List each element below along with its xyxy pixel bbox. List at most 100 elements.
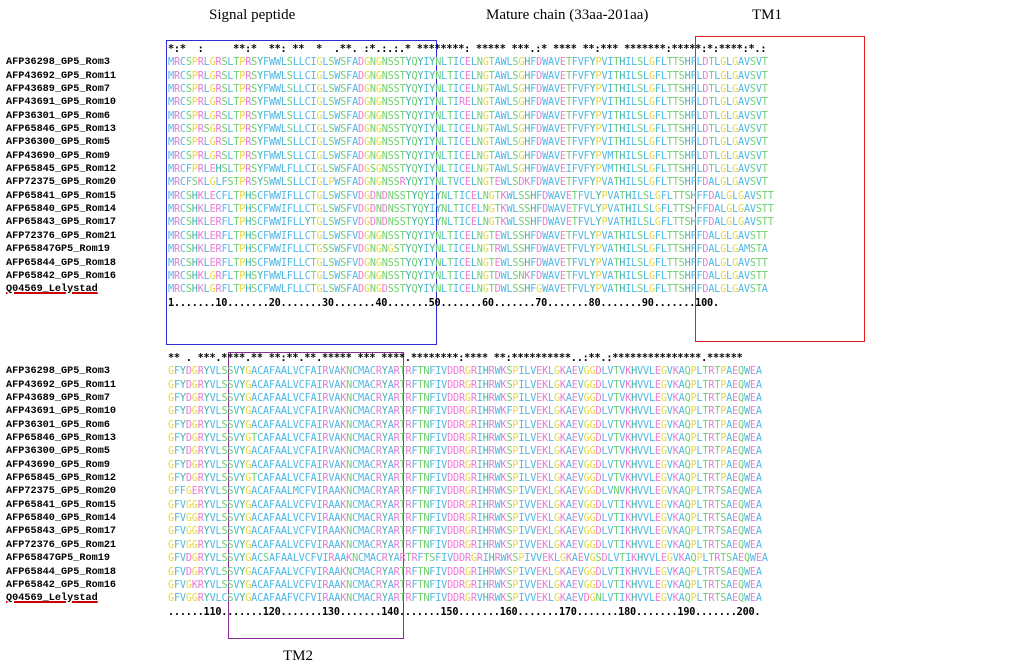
sequence-row: AFP65844_GP5_Rom18 MRCSHKLERFLTPHSCFWWIFL… bbox=[6, 257, 774, 270]
sequence-residues: MRCSPRLGRSLTPRSYFWWLSLLCIGLSWSFADGNGNSST… bbox=[168, 70, 768, 82]
sequence-row: AFP72376_GP5_Rom21 MRCSHKLERFLTPHSCFWWIFL… bbox=[6, 230, 774, 243]
sequence-name: AFP43689_GP5_Rom7 bbox=[6, 84, 110, 96]
sequence-name: AFP65847GP5_Rom19 bbox=[6, 553, 110, 565]
sequence-name: AFP65845_GP5_Rom12 bbox=[6, 164, 117, 176]
sequence-residues: GFYDGRYVLSSVYGACAFAALVCFAIRVAKNCMACRYART… bbox=[168, 366, 762, 378]
sequence-name: AFP43691_GP5_Rom10 bbox=[6, 406, 117, 418]
position-scale-row: ......110.......120.......130.......140.… bbox=[6, 606, 768, 619]
sequence-name: AFP65844_GP5_Rom18 bbox=[6, 257, 117, 269]
alignment-block-2: ** . ***.****.** **:**.**.***** *** ****… bbox=[6, 352, 768, 619]
sequence-row: AFP65841_GP5_Rom15 GFVGGRYVLSSVYGACAFAALV… bbox=[6, 499, 768, 512]
sequence-residues: MRCSPRLGRSLTPRSYFWWLSLLCIGLSWSFADGNGNSST… bbox=[168, 84, 768, 96]
sequence-residues: GFYDGRYVLSSVYGACAFAALVCFAIRVAKNCMACRYART… bbox=[168, 446, 762, 458]
sequence-row: AFP65842_GP5_Rom16 GFVGKRYVLSSVYGACAFAALV… bbox=[6, 579, 768, 592]
consensus-line: *:* : **:* **: ** * .**. :*.:.:.* ******… bbox=[168, 44, 767, 55]
sequence-residues: GFVGGRYVLSSVYGACAFAALVCFVIRAAKNCMACRYART… bbox=[168, 513, 762, 525]
sequence-residues: GFYDGRYVLSSVYGACAFAALVCFAIRVAKNCMACRYART… bbox=[168, 419, 762, 431]
sequence-residues: GFYDGRYVLSSVYGTCAFAALVCFAIRVAKNCMACRYART… bbox=[168, 433, 762, 445]
sequence-name: AFP65846_GP5_Rom13 bbox=[6, 124, 117, 136]
sequence-row: AFP72375_GP5_Rom20 MRCFSKLGLFSTPRSYSWWLSL… bbox=[6, 176, 774, 189]
sequence-name: AFP36300_GP5_Rom5 bbox=[6, 446, 110, 458]
tm1-box bbox=[695, 36, 865, 342]
sequence-name: AFP65843_GP5_Rom17 bbox=[6, 526, 117, 538]
sequence-residues: MRCSPRLGRSLTPRSYFWWLSLLCIGLSWSFADGNGNSST… bbox=[168, 57, 768, 69]
sequence-name: AFP43692_GP5_Rom11 bbox=[6, 379, 117, 391]
sequence-residues: MRCSPRLGRSLTPRSYFWWLSLLCIGLSWSFADGNGNSST… bbox=[168, 150, 768, 162]
sequence-row: AFP65841_GP5_Rom15 MRCSHKLECFLTPHSCFWWIFL… bbox=[6, 190, 774, 203]
sequence-residues: GFYDGRYVLSSVYGACAFAALVCFAIRVAKNCMACRYART… bbox=[168, 459, 762, 471]
sequence-residues: MRCSHKLECFLTPHSCFWWIFLLCTGLSWSFVDGDNDNSS… bbox=[168, 190, 774, 202]
signal-peptide-box bbox=[166, 40, 437, 345]
sequence-name: AFP65847GP5_Rom19 bbox=[6, 244, 110, 256]
sequence-name: AFP65844_GP5_Rom18 bbox=[6, 566, 117, 578]
sequence-residues: MRCFPRLEHSLTPRSYFWWLFLLCIGLSWSFADGSGNSST… bbox=[168, 164, 768, 176]
sequence-name: AFP65842_GP5_Rom16 bbox=[6, 579, 117, 591]
sequence-residues: GFVGGRYVLSSVYGACAFAALVCFVIRAAKNCMACRYART… bbox=[168, 499, 762, 511]
sequence-name: AFP65843_GP5_Rom17 bbox=[6, 217, 117, 229]
sequence-residues: MRCFSKLGLFSTPRSYSWWLSLLCIGLPWSFADGNGNSSR… bbox=[168, 177, 768, 189]
sequence-residues: GFYDGRYVLSSVYGACAFAALVCFAIRVAKNCMACRYART… bbox=[168, 406, 762, 418]
sequence-residues: MRCSHKLERFLTPHSCFWWIFLLCTGLSWSFVDGNGNSST… bbox=[168, 230, 768, 242]
sequence-residues: MRCSHKLGRFLTPHSYFWWLFLLCTGLSWSFADGNGNSST… bbox=[168, 270, 768, 282]
sequence-residues: GFVGKRYVLSSVYGACAFAALVCFVIRAAKNCMACRYART… bbox=[168, 579, 762, 591]
sequence-name: Q04569_Lelystad bbox=[6, 284, 98, 296]
sequence-row: Q04569_Lelystad MRCSHKLGRFLTPHSCFWWLFLLCT… bbox=[6, 283, 774, 296]
sequence-row: AFP43692_GP5_Rom11 MRCSPRLGRSLTPRSYFWWLSL… bbox=[6, 70, 774, 83]
sequence-residues: MRCSHKLERFLTPHSCFWWIFLLCTGSSWSFVDGNGNGST… bbox=[168, 244, 768, 256]
alignment-block-1: *:* : **:* **: ** * .**. :*.:.:.* ******… bbox=[6, 43, 774, 310]
tm1-label: TM1 bbox=[752, 7, 782, 23]
sequence-row: Q04569_Lelystad GFVGGRYVLCSVYGACAFAAFVCFV… bbox=[6, 592, 768, 605]
sequence-row: AFP65840_GP5_Rom14 GFVGGRYVLSSVYGACAFAALV… bbox=[6, 512, 768, 525]
sequence-residues: MRCSPRLGRSLTPRSYFWWLSLLCIGLSWSFADGNGNSST… bbox=[168, 97, 768, 109]
sequence-row: AFP36300_GP5_Rom5 MRCSPRLGRSLTPRSYFWWLSLL… bbox=[6, 136, 774, 149]
sequence-row: AFP65845_GP5_Rom12 GFYDGRYVLSSVYGTCAFAALV… bbox=[6, 472, 768, 485]
sequence-row: AFP36298_GP5_Rom3 GFYDGRYVLSSVYGACAFAALVC… bbox=[6, 365, 768, 378]
position-scale: 1.......10.......20.......30.......40...… bbox=[168, 297, 719, 309]
sequence-name: AFP43691_GP5_Rom10 bbox=[6, 97, 117, 109]
sequence-row: AFP65846_GP5_Rom13 GFYDGRYVLSSVYGTCAFAALV… bbox=[6, 432, 768, 445]
sequence-residues: MRCSHKLGRFLTPHSCFWWLFLLCTGLSWSFADGNGDSST… bbox=[168, 284, 768, 296]
consensus-line: ** . ***.****.** **:**.**.***** *** ****… bbox=[168, 353, 743, 364]
sequence-residues: MRCSPRLGRSLTPRSYFWWLSLLCIGLSWSFADGNGNSST… bbox=[168, 110, 768, 122]
sequence-name: AFP72375_GP5_Rom20 bbox=[6, 486, 117, 498]
sequence-residues: MRCSHKLERFLTPHSCFWWIFLLCTGLSWSFVDGNGNSST… bbox=[168, 257, 768, 269]
sequence-name: AFP36301_GP5_Rom6 bbox=[6, 419, 110, 431]
sequence-row: AFP65843_GP5_Rom17 MRCSHKLERFLTPHSCFWWIFL… bbox=[6, 216, 774, 229]
sequence-residues: GFVGGRYVLSSVYGACAFAALVCFVIRAAKNCMACRYART… bbox=[168, 526, 762, 538]
sequence-row: AFP65843_GP5_Rom17 GFVGGRYVLSSVYGACAFAALV… bbox=[6, 525, 768, 538]
sequence-name: AFP43689_GP5_Rom7 bbox=[6, 393, 110, 405]
sequence-row: AFP36298_GP5_Rom3 MRCSPRLGRSLTPRSYFWWLSLL… bbox=[6, 56, 774, 69]
sequence-name: AFP72376_GP5_Rom21 bbox=[6, 230, 117, 242]
tm2-box bbox=[228, 352, 404, 639]
sequence-residues: MRCSHKLERFLTPHSCFWWIFLLYTGLSWSFVDGDNDNSS… bbox=[168, 217, 774, 229]
sequence-row: AFP72376_GP5_Rom21 GFVGGRYVLSSVYGACAFAALV… bbox=[6, 539, 768, 552]
sequence-residues: MRCSPRSGRSLTPRSYFWWLSLLCIGLSWSFADGNGNSST… bbox=[168, 124, 768, 136]
sequence-row: AFP65845_GP5_Rom12 MRCFPRLEHSLTPRSYFWWLFL… bbox=[6, 163, 774, 176]
sequence-row: AFP65840_GP5_Rom14 MRCSHKLERFLTPHSCFWWIFL… bbox=[6, 203, 774, 216]
sequence-name: Q04569_Lelystad bbox=[6, 593, 98, 605]
sequence-row: AFP65846_GP5_Rom13 MRCSPRSGRSLTPRSYFWWLSL… bbox=[6, 123, 774, 136]
sequence-name: AFP43690_GP5_Rom9 bbox=[6, 150, 110, 162]
sequence-name: AFP36298_GP5_Rom3 bbox=[6, 57, 110, 69]
sequence-row: AFP43690_GP5_Rom9 MRCSPRLGRSLTPRSYFWWLSLL… bbox=[6, 150, 774, 163]
sequence-residues: GFYDGRYVLSSVYGACAFAALVCFAIRVAKNCMACRYART… bbox=[168, 393, 762, 405]
sequence-row: AFP36301_GP5_Rom6 MRCSPRLGRSLTPRSYFWWLSLL… bbox=[6, 110, 774, 123]
sequence-name: AFP72375_GP5_Rom20 bbox=[6, 177, 117, 189]
sequence-residues: GFFGERYVLSSVYGACAFAALMCFVIRAAKNCMACRYART… bbox=[168, 486, 762, 498]
sequence-name: AFP65840_GP5_Rom14 bbox=[6, 513, 117, 525]
sequence-name: AFP43690_GP5_Rom9 bbox=[6, 459, 110, 471]
sequence-row: AFP43692_GP5_Rom11 GFYDGRYVLSSVYGACAFAALV… bbox=[6, 379, 768, 392]
sequence-residues: GFVDGRYVLSSVYGACAFAALVCFVIRAAKNCMACRYART… bbox=[168, 566, 762, 578]
position-scale: ......110.......120.......130.......140.… bbox=[168, 606, 761, 618]
mature-chain-label: Mature chain (33aa-201aa) bbox=[486, 7, 649, 23]
sequence-row: AFP36301_GP5_Rom6 GFYDGRYVLSSVYGACAFAALVC… bbox=[6, 419, 768, 432]
sequence-row: AFP36300_GP5_Rom5 GFYDGRYVLSSVYGACAFAALVC… bbox=[6, 445, 768, 458]
consensus-row: *:* : **:* **: ** * .**. :*.:.:.* ******… bbox=[6, 43, 774, 56]
sequence-residues: MRCSPRLGRSLTPRSYFWWLSLLCIGLSWSFADGNGNSST… bbox=[168, 137, 768, 149]
sequence-row: AFP65844_GP5_Rom18 GFVDGRYVLSSVYGACAFAALV… bbox=[6, 566, 768, 579]
sequence-name: AFP36298_GP5_Rom3 bbox=[6, 366, 110, 378]
sequence-row: AFP43689_GP5_Rom7 GFYDGRYVLSSVYGACAFAALVC… bbox=[6, 392, 768, 405]
sequence-name: AFP65840_GP5_Rom14 bbox=[6, 204, 117, 216]
sequence-name: AFP65845_GP5_Rom12 bbox=[6, 473, 117, 485]
sequence-row: AFP65847GP5_Rom19 GFVDGRYVLSSVYGACSAFAALV… bbox=[6, 552, 768, 565]
